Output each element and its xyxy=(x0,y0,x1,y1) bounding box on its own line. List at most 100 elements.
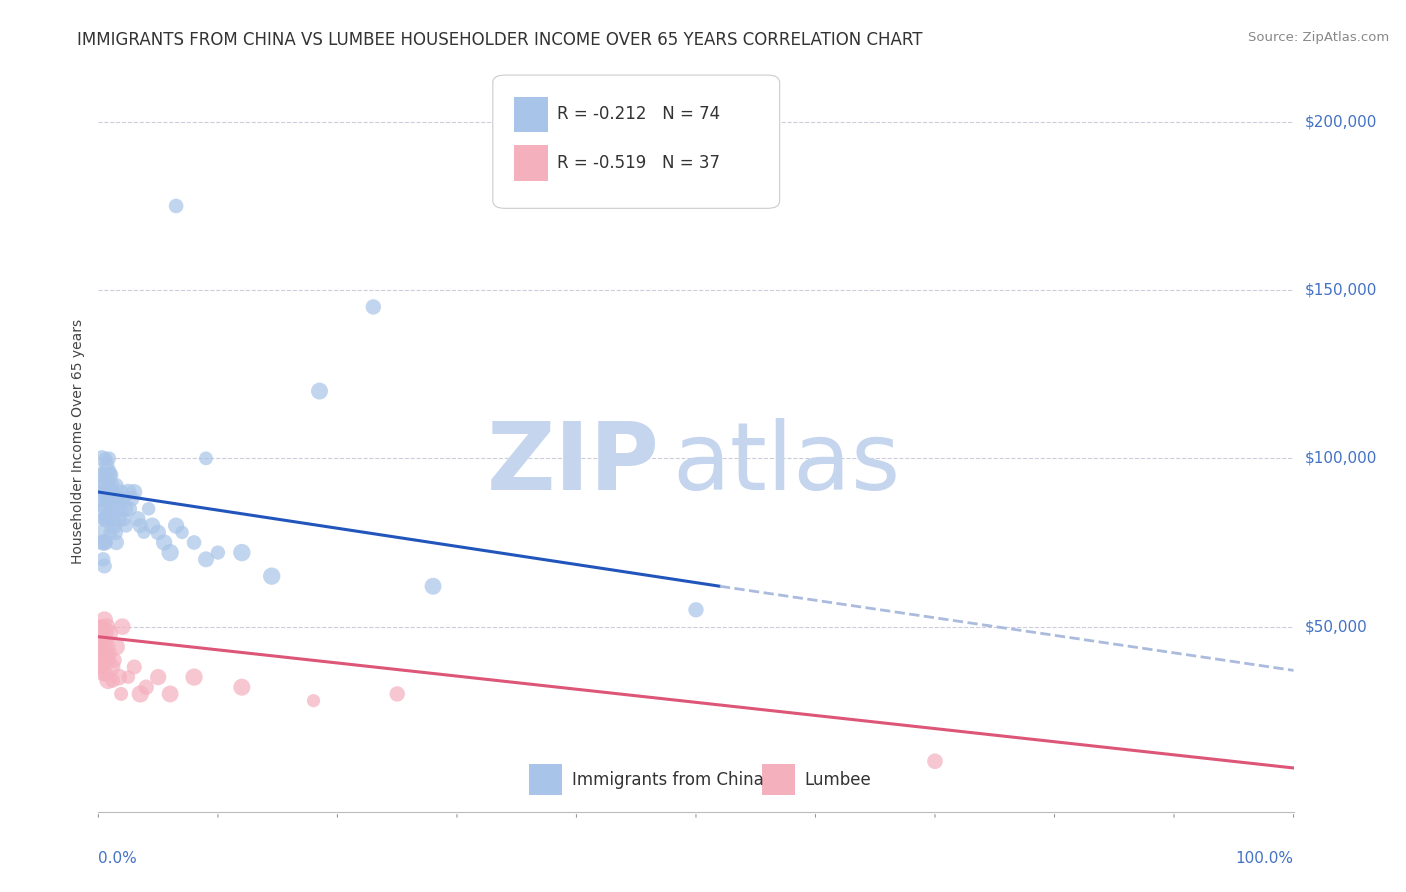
Point xyxy=(97,508,120,523)
Point xyxy=(105,535,128,549)
Point xyxy=(93,559,115,574)
Point xyxy=(93,613,115,627)
Point xyxy=(124,485,146,500)
FancyBboxPatch shape xyxy=(762,764,796,796)
Point xyxy=(96,491,118,506)
Point xyxy=(108,501,131,516)
Point xyxy=(924,754,946,768)
Point xyxy=(117,670,139,684)
Point xyxy=(94,647,117,661)
Point xyxy=(165,518,187,533)
Point xyxy=(90,468,112,483)
Point xyxy=(97,673,120,688)
Point xyxy=(129,687,152,701)
Point xyxy=(98,626,121,640)
Point xyxy=(107,670,129,684)
Text: IMMIGRANTS FROM CHINA VS LUMBEE HOUSEHOLDER INCOME OVER 65 YEARS CORRELATION CHA: IMMIGRANTS FROM CHINA VS LUMBEE HOUSEHOL… xyxy=(77,31,922,49)
Point xyxy=(172,525,194,540)
Point xyxy=(127,512,149,526)
Point xyxy=(97,491,120,506)
Point xyxy=(98,451,121,466)
Point xyxy=(135,680,157,694)
Point xyxy=(98,468,121,483)
Point xyxy=(90,525,112,540)
Point xyxy=(94,451,117,466)
Point xyxy=(96,458,118,472)
Point xyxy=(114,501,136,516)
Point xyxy=(302,694,325,708)
Point xyxy=(98,647,122,661)
Point xyxy=(91,451,114,466)
Point xyxy=(231,680,253,694)
Text: R = -0.212   N = 74: R = -0.212 N = 74 xyxy=(557,105,720,123)
Point xyxy=(105,640,128,654)
Point xyxy=(91,666,114,681)
Text: $200,000: $200,000 xyxy=(1305,114,1376,129)
Point xyxy=(195,451,218,466)
Point xyxy=(97,653,120,667)
Point xyxy=(148,670,170,684)
Point xyxy=(91,620,114,634)
Text: Immigrants from China: Immigrants from China xyxy=(572,771,763,789)
Point xyxy=(91,468,114,483)
Point xyxy=(117,485,139,500)
Point xyxy=(124,660,146,674)
Point xyxy=(91,535,114,549)
Point xyxy=(90,660,112,674)
Text: $150,000: $150,000 xyxy=(1305,283,1376,298)
Point xyxy=(129,518,152,533)
Point xyxy=(93,653,115,667)
Point xyxy=(183,670,205,684)
Point xyxy=(101,673,124,688)
Point xyxy=(89,653,111,667)
Point xyxy=(104,501,127,516)
Point xyxy=(98,525,122,540)
Point xyxy=(91,647,114,661)
Point xyxy=(111,491,134,506)
Point xyxy=(148,525,170,540)
Point xyxy=(98,491,122,506)
Point xyxy=(93,501,115,516)
Point xyxy=(93,636,115,650)
Point xyxy=(100,478,122,492)
Point xyxy=(94,485,117,500)
Point xyxy=(165,199,187,213)
Text: ZIP: ZIP xyxy=(488,417,661,509)
Text: Lumbee: Lumbee xyxy=(804,771,872,789)
Point xyxy=(110,687,132,701)
Text: $100,000: $100,000 xyxy=(1305,450,1376,466)
Point xyxy=(363,300,385,314)
Point xyxy=(97,478,120,492)
Point xyxy=(132,525,155,540)
Text: 0.0%: 0.0% xyxy=(98,851,138,865)
Point xyxy=(685,603,707,617)
Point xyxy=(100,501,122,516)
Point xyxy=(118,501,141,516)
Point xyxy=(96,620,118,634)
Point xyxy=(110,485,132,500)
Text: R = -0.519   N = 37: R = -0.519 N = 37 xyxy=(557,154,720,172)
Point xyxy=(308,384,330,398)
Point xyxy=(101,512,124,526)
Point xyxy=(89,626,111,640)
Point xyxy=(89,491,111,506)
Point xyxy=(112,512,135,526)
Point xyxy=(103,518,125,533)
Point xyxy=(91,512,114,526)
Point xyxy=(97,465,120,479)
Point xyxy=(90,636,112,650)
Point xyxy=(104,525,127,540)
Point xyxy=(94,666,117,681)
Point xyxy=(103,491,125,506)
Point xyxy=(207,546,229,560)
Point xyxy=(159,546,181,560)
FancyBboxPatch shape xyxy=(529,764,562,796)
Point xyxy=(93,478,115,492)
Point xyxy=(98,468,122,483)
Point xyxy=(183,535,205,549)
Point xyxy=(385,687,409,701)
Point xyxy=(103,653,125,667)
Point xyxy=(91,552,114,566)
Point xyxy=(96,478,118,492)
Point xyxy=(91,491,114,506)
